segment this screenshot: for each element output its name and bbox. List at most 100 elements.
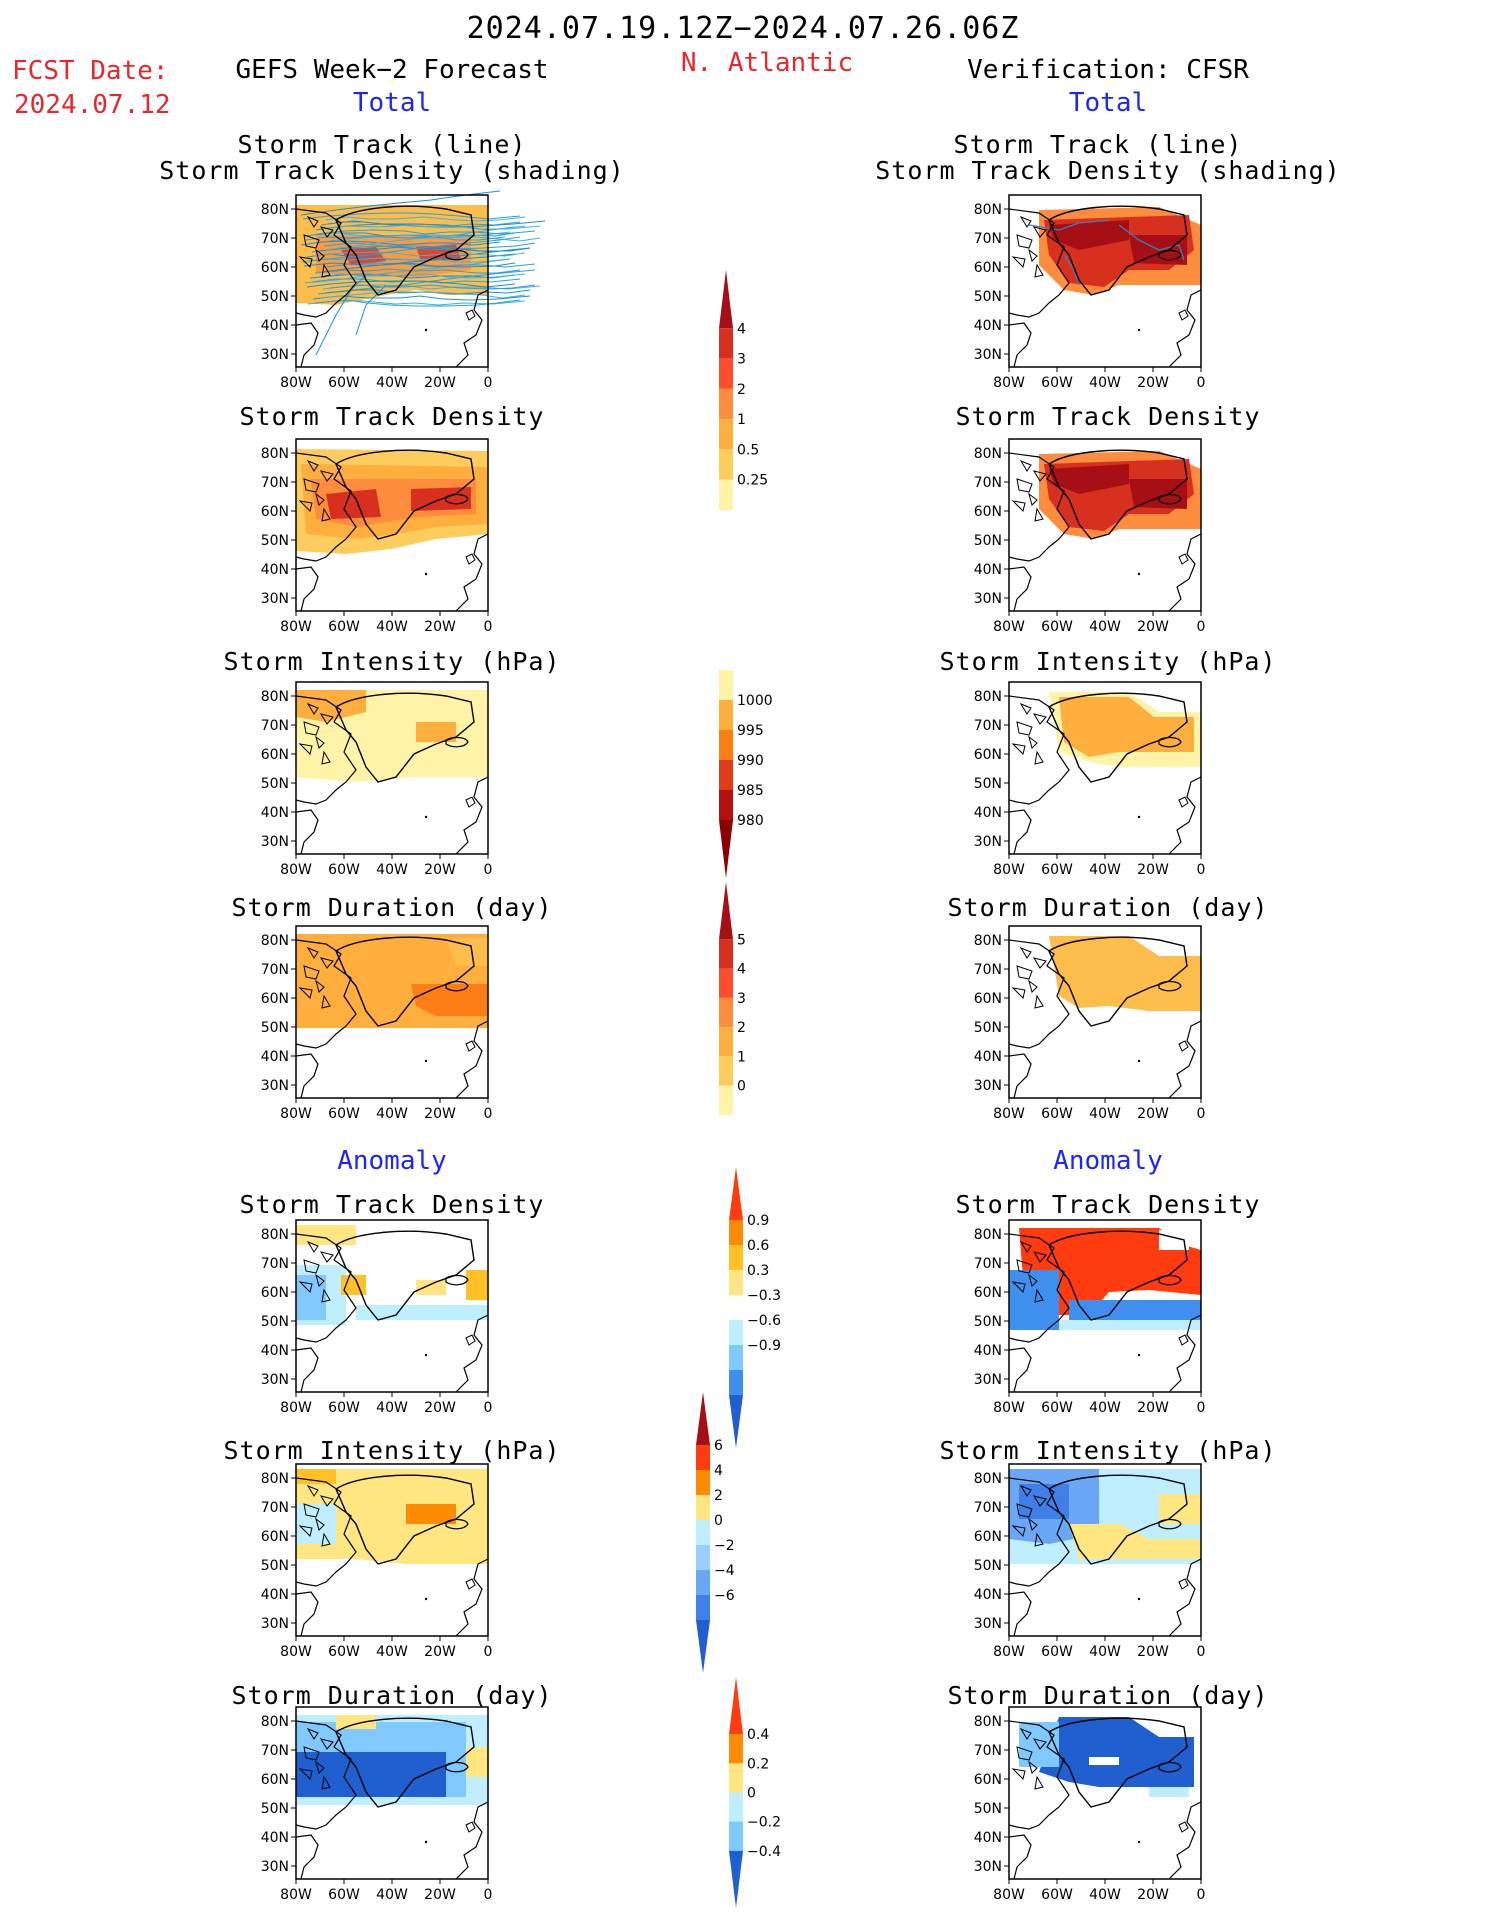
lon-label: 0 [1197, 375, 1206, 391]
lon-label: 60W [328, 1887, 360, 1903]
lat-label: 50N [261, 1558, 289, 1574]
lat-label: 70N [261, 231, 289, 247]
lon-label: 0 [484, 1644, 493, 1660]
colorbar-label: 2 [737, 382, 746, 398]
right-map-density: 80N 70N 60N 50N 40N 30N 80W 60W 40W 20W 0 [974, 438, 1205, 635]
lon-label: 60W [328, 1400, 360, 1416]
lat-label: 30N [974, 1616, 1002, 1632]
colorbar-swatch [719, 419, 733, 450]
shading-region [416, 722, 456, 742]
lat-label: 80N [974, 202, 1002, 218]
lon-label: 60W [328, 619, 360, 635]
lon-label: 60W [328, 375, 360, 391]
anomaly-left-label: Anomaly [337, 1146, 447, 1176]
colorbar-label: 5 [737, 932, 746, 948]
lat-label: 70N [261, 718, 289, 734]
lon-label: 0 [1197, 1887, 1206, 1903]
colorbar-swatch [719, 479, 733, 510]
lat-label: 60N [974, 1285, 1002, 1301]
lon-label: 40W [1089, 1644, 1121, 1660]
lon-label: 80W [280, 1106, 312, 1122]
shading-region [411, 984, 488, 1016]
lon-label: 60W [328, 1106, 360, 1122]
title-right-duration: Storm Duration (day) [947, 893, 1269, 922]
lat-label: 70N [261, 1500, 289, 1516]
lat-label: 70N [974, 475, 1002, 491]
lon-label: 0 [484, 619, 493, 635]
lon-label: 80W [280, 619, 312, 635]
lat-label: 80N [974, 1471, 1002, 1487]
lat-label: 40N [974, 318, 1002, 334]
shading-region [466, 1747, 488, 1777]
colorbar-swatch [719, 388, 733, 420]
colorbar-swatch [719, 449, 733, 480]
lat-label: 30N [261, 1616, 289, 1632]
shading-region [1049, 936, 1201, 1011]
lon-label: 40W [376, 862, 408, 878]
colorbar-label: 3 [737, 352, 746, 368]
lat-label: 60N [974, 1529, 1002, 1545]
lat-label: 80N [974, 933, 1002, 949]
colorbar-swatch [696, 1520, 710, 1545]
colorbar-label: 1 [737, 412, 746, 428]
colorbar-label: 4 [737, 321, 746, 337]
lon-label: 0 [484, 375, 493, 391]
lon-label: 60W [1041, 1400, 1073, 1416]
right-map-adensity: 80N 70N 60N 50N 40N 30N 80W 60W 40W 20W 0 [974, 1219, 1205, 1416]
shading-region [1159, 1230, 1189, 1250]
lon-label: 80W [993, 1644, 1025, 1660]
region-label: N. Atlantic [680, 48, 854, 78]
colorbar-swatch [719, 1027, 733, 1057]
colorbar-label: −0.2 [747, 1815, 781, 1831]
lat-label: 70N [261, 962, 289, 978]
lon-label: 80W [993, 375, 1025, 391]
colorbar-swatch [719, 670, 733, 700]
colorbar-label: 0.6 [747, 1238, 769, 1254]
lon-label: 60W [1041, 375, 1073, 391]
colorbar-swatch [729, 1270, 743, 1295]
shading-region [466, 1270, 488, 1300]
lon-label: 20W [424, 862, 456, 878]
lat-label: 70N [974, 1743, 1002, 1759]
colorbar-label: −4 [714, 1563, 735, 1579]
shading-region [1069, 1300, 1201, 1320]
colorbar-swatch [696, 1470, 710, 1495]
colorbar-label: 1 [737, 1049, 746, 1065]
period-title: 2024.07.19.12Z−2024.07.26.06Z [466, 11, 1020, 46]
right-map-track: 80N 70N 60N 50N 40N 30N 80W 60W 40W 20W 0 [974, 194, 1206, 391]
lon-label: 60W [328, 1644, 360, 1660]
colorbar-label: 0.5 [737, 442, 759, 458]
colorbar-swatch [729, 1850, 743, 1908]
colorbar-label: −0.3 [747, 1288, 781, 1304]
colorbar-label: 0.3 [747, 1263, 769, 1279]
title-left-anom-intensity: Storm Intensity (hPa) [223, 1436, 561, 1465]
lon-label: 40W [376, 1106, 408, 1122]
lat-label: 60N [261, 1772, 289, 1788]
lon-label: 80W [280, 1887, 312, 1903]
lon-label: 20W [424, 619, 456, 635]
colorbar-swatch [719, 700, 733, 730]
right-map-aduration: 80N 70N 60N 50N 40N 30N 80W 60W 40W 20W 0 [974, 1706, 1206, 1903]
right-map-aintensity: 80N 70N 60N 50N 40N 30N 80W 60W 40W 20W 0 [974, 1463, 1205, 1660]
colorbar-swatch [729, 1792, 743, 1822]
left-map-duration: 80N 70N 60N 50N 40N 30N 80W 60W 40W 20W 0 [261, 925, 493, 1122]
colorbar-label: 3 [737, 991, 746, 1007]
right-heading: Verification: CFSR [967, 55, 1249, 85]
lon-label: 20W [1137, 1400, 1169, 1416]
lat-label: 60N [974, 260, 1002, 276]
lat-label: 40N [261, 1343, 289, 1359]
colorbar-swatch [729, 1245, 743, 1270]
lon-label: 80W [993, 1887, 1025, 1903]
lon-label: 40W [376, 375, 408, 391]
lat-label: 80N [261, 1471, 289, 1487]
title-right-track-shading: Storm Track Density (shading) [875, 156, 1341, 185]
lon-label: 0 [484, 1106, 493, 1122]
title-left-anom-duration: Storm Duration (day) [231, 1681, 553, 1710]
lon-label: 20W [424, 375, 456, 391]
left-map-adensity: 80N 70N 60N 50N 40N 30N 80W 60W 40W 20W 0 [261, 1219, 492, 1416]
title-right-anom-duration: Storm Duration (day) [947, 1681, 1269, 1710]
title-right-density: Storm Track Density [955, 402, 1261, 431]
lat-label: 60N [974, 504, 1002, 520]
colorbar-anom_intensity: 6 4 2 0 −2 −4 −6 [696, 1392, 735, 1673]
lat-label: 50N [261, 1020, 289, 1036]
